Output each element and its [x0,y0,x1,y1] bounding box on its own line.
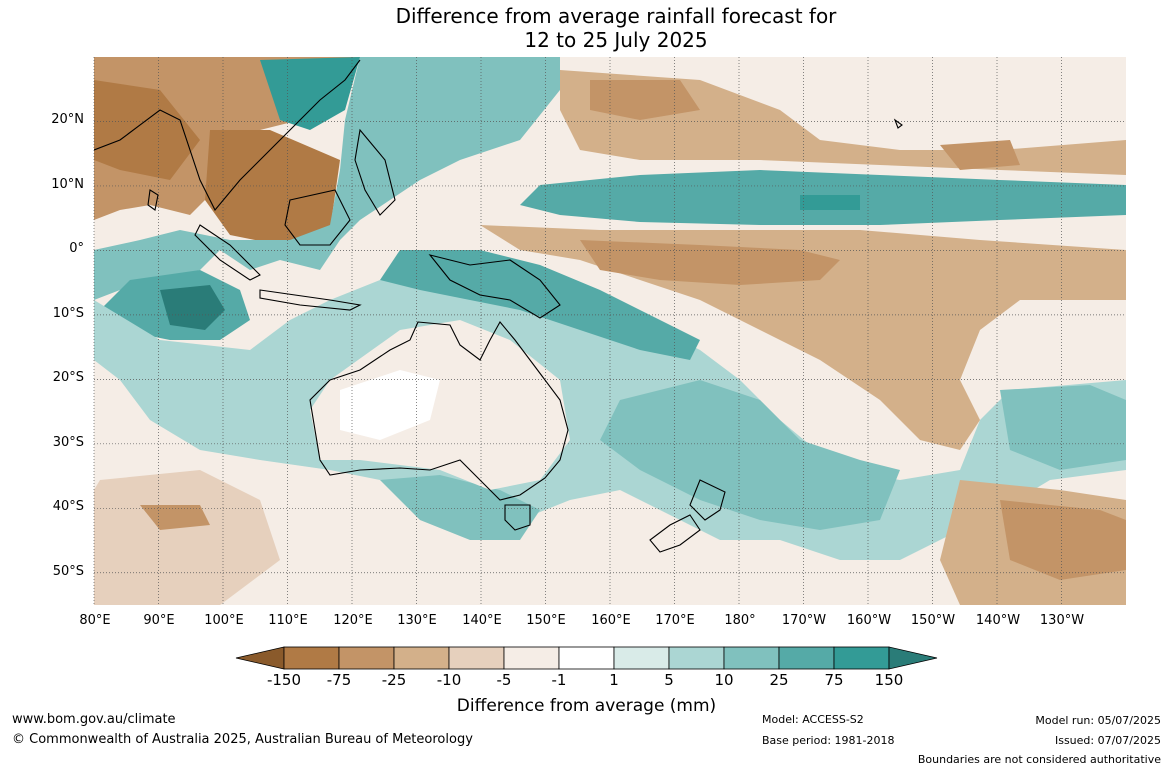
lat-label: 40°S [52,499,84,514]
dry-anomaly-region [205,130,340,245]
lon-label: 140°W [975,613,1021,628]
model-name: Model: ACCESS-S2 [762,713,864,726]
colorbar-tick: 1 [609,671,619,689]
colorbar-tick: 25 [769,671,789,689]
lat-label: 20°S [52,370,84,385]
hawaii-coastline [893,118,903,129]
new-zealand-coastline [649,479,726,553]
lat-label: 10°N [51,177,84,192]
lat-label: 30°S [52,435,84,450]
lon-label: 160°W [846,613,892,628]
java-coastline [259,289,362,311]
lon-label: 120°E [333,613,373,628]
base-period: Base period: 1981-2018 [762,734,895,747]
lon-label: 160°E [591,613,631,628]
lon-label: 80°E [79,613,111,628]
dry-anomaly-region [590,80,700,120]
title-line-1: Difference from average rainfall forecas… [395,4,837,28]
sumatra-coastline [194,224,261,281]
colorbar-tick: 5 [664,671,674,689]
lon-label: 130°W [1039,613,1085,628]
wet-anomaly-region [94,57,560,300]
colorbar-tick: -1 [551,671,567,689]
dry-anomaly-region [94,80,200,180]
sri-lanka-coastline [147,189,159,211]
colorbar-tick: -5 [496,671,512,689]
colorbar-label: Difference from average (mm) [456,696,717,716]
lon-label: 150°W [910,613,956,628]
colorbar-tick: -10 [436,671,462,689]
australia-coastline [309,321,569,501]
copyright-text: © Commonwealth of Australia 2025, Austra… [12,732,473,747]
dry-anomaly-region [480,225,1126,450]
chart-title: Difference from average rainfall forecas… [0,4,1173,52]
title-line-2: 12 to 25 July 2025 [524,28,708,52]
lat-label: 10°S [52,306,84,321]
boundaries-disclaimer: Boundaries are not considered authoritat… [917,753,1161,766]
tasmania-coastline [504,504,531,531]
wet-anomaly-region [380,250,700,360]
anomaly-fields [94,57,1126,605]
dry-anomaly-region [940,140,1020,170]
issued-date: Issued: 07/07/2025 [1054,734,1161,747]
coastlines [94,59,903,553]
wet-anomaly-region [1000,385,1126,470]
philippines-coastline [354,128,396,216]
lon-label: 180° [724,613,756,628]
new-guinea-coastline [428,254,561,319]
lon-label: 130°E [397,613,437,628]
lat-label: 50°S [52,564,84,579]
model-run-date: Model run: 05/07/2025 [1035,714,1161,727]
asia-coastline [94,59,361,211]
wet-anomaly-region [160,285,225,330]
borneo-coastline [284,189,351,246]
colorbar-tick: 10 [714,671,734,689]
dry-anomaly-region [560,70,1126,175]
lon-label: 170°W [781,613,827,628]
colorbar-tick: 150 [874,671,904,689]
lat-label: 0° [69,241,84,256]
lon-label: 170°E [655,613,695,628]
lon-label: 150°E [526,613,566,628]
wet-anomaly-region [260,57,360,130]
colorbar-tick: -75 [326,671,352,689]
dry-anomaly-region [140,505,210,530]
lon-label: 100°E [204,613,244,628]
graticule [93,57,1126,605]
colorbar-tick: -25 [381,671,407,689]
australia-interior [310,320,570,490]
dry-anomaly-region [94,470,280,605]
website-link[interactable]: www.bom.gov.au/climate [12,712,176,727]
dry-anomaly-region [1000,500,1126,580]
dry-anomaly-region [580,240,840,285]
colorbar-tick: 75 [824,671,844,689]
lat-label: 20°N [51,112,84,127]
wet-anomaly-region [380,475,540,540]
wet-anomaly-region [800,195,860,210]
wet-anomaly-region [600,380,900,530]
lon-label: 140°E [462,613,502,628]
lon-label: 110°E [268,613,308,628]
lon-label: 90°E [143,613,175,628]
colorbar-tick: -150 [266,671,302,689]
australia-interior [340,370,440,440]
